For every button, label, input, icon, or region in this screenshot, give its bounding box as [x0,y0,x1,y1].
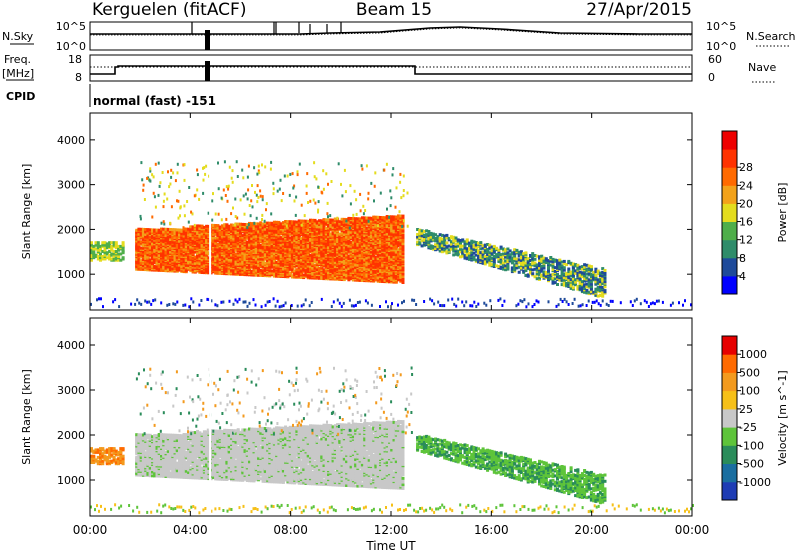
power-colorbar-label: Power [dB] [776,183,789,243]
freq-tick-bottom: 8 [75,71,82,84]
velocity-ytick-label: 2000 [57,429,85,442]
power-colorbar-swatch [722,149,737,168]
time-tick-label: 04:00 [173,523,208,537]
beam-title: Beam 15 [356,0,432,20]
velocity-ytick-label: 4000 [57,339,85,352]
cpid-label: CPID [6,90,35,103]
power-colorbar-swatch [722,203,737,222]
nave-label: Nave [748,61,776,74]
nsky-panel: N.Sky 10^5 10^0 10^5 10^0 N.Search [2,20,796,53]
velocity-colorbar-tick: -100 [739,439,764,452]
power-colorbar-swatch [722,239,737,259]
nave-tick-bottom: 0 [708,71,715,84]
power-colorbar-swatch [722,185,737,204]
velocity-colorbar-swatch [722,390,737,410]
velocity-colorbar-tick: -25 [739,421,757,434]
power-panel: Slant Range [km] 1000 2000 3000 4000 4 8 12 16 2… [20,112,789,311]
power-colorbar-tick: 24 [739,179,753,192]
velocity-colorbar-swatch [722,481,737,501]
nave-tick-top: 60 [708,53,722,66]
velocity-ytick-label: 1000 [57,474,85,487]
power-colorbar-swatch [722,131,737,150]
velocity-data [90,319,694,515]
velocity-colorbar-swatch [722,372,737,392]
station-title: Kerguelen (fitACF) [92,0,246,20]
velocity-colorbar-swatch [722,354,737,373]
velocity-colorbar-swatch [722,463,737,483]
time-tick-label: 08:00 [273,523,308,537]
power-colorbar-tick: 16 [739,216,753,229]
velocity-panel: Slant Range [km] 1000 2000 3000 4000 1000 500… [20,317,789,517]
velocity-ylabel: Slant Range [km] [20,369,33,465]
nsky-label: N.Sky [2,30,34,43]
nsearch-label: N.Search [746,30,796,43]
velocity-colorbar-swatch [722,408,737,428]
velocity-colorbar-tick: 1000 [739,348,767,361]
time-tick-label: 00:00 [675,523,710,537]
velocity-colorbar-tick: 500 [739,366,760,379]
nsearch-tick-bottom: 10^0 [706,40,736,53]
nsky-tick-top: 10^5 [56,20,86,33]
power-ylabel: Slant Range [km] [20,164,33,260]
velocity-ytick-label: 3000 [57,384,85,397]
velocity-colorbar-tick: 100 [739,385,760,398]
power-colorbar-tick: 4 [739,270,746,283]
velocity-colorbar-tick: -1000 [739,476,771,489]
freq-tick-top: 18 [68,53,82,66]
power-ytick-label: 4000 [57,134,85,147]
power-ytick-label: 1000 [57,268,85,281]
time-tick-label: 12:00 [374,523,409,537]
freq-unit: [MHz] [2,67,34,80]
nsky-spikes [191,22,342,34]
power-colorbar-swatch [722,257,737,277]
nsearch-tick-top: 10^5 [706,20,736,33]
power-colorbar-swatch [722,221,737,241]
power-colorbar-swatch [722,167,737,186]
power-ytick-label: 2000 [57,223,85,236]
power-data [90,114,692,309]
power-colorbar-tick: 8 [739,252,746,265]
velocity-colorbar-swatch [722,427,737,446]
power-colorbar-swatch [722,275,737,295]
nsky-tick-bottom: 10^0 [56,40,86,53]
freq-panel: Freq. [MHz] 18 8 60 0 Nave [2,53,776,84]
time-tick-label: 16:00 [474,523,509,537]
velocity-colorbar-label: Velocity [m s^-1] [776,370,789,465]
velocity-colorbar-swatch [722,445,737,464]
power-colorbar-tick: 20 [739,197,753,210]
date-title: 27/Apr/2015 [586,0,692,20]
nsky-trace [90,26,692,35]
nsearch-trace [90,27,692,36]
cpid-value: normal (fast) -151 [93,94,216,108]
time-tick-label: 20:00 [574,523,609,537]
freq-trace [90,65,692,75]
power-colorbar-tick: 28 [739,161,753,174]
velocity-colorbar-swatch [722,336,737,355]
velocity-colorbar-tick: 25 [739,403,753,416]
power-ytick-label: 3000 [57,179,85,192]
freq-label: Freq. [4,53,31,66]
time-axis-label: Time UT [365,539,416,553]
power-colorbar-tick: 12 [739,234,753,247]
velocity-colorbar-tick: -500 [739,458,764,471]
time-tick-label: 00:00 [73,523,108,537]
